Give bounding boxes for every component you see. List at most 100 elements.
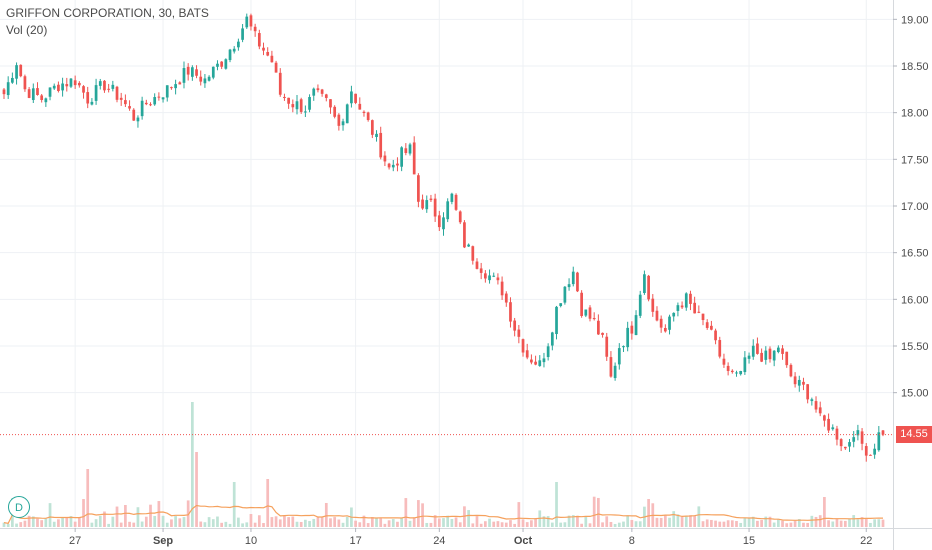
candle-body	[111, 84, 115, 89]
candle-body	[341, 121, 345, 126]
volume-bar	[588, 523, 592, 527]
candle-body	[496, 277, 500, 281]
volume-bar	[655, 517, 659, 527]
candle-body	[534, 361, 537, 365]
volume-indicator-label[interactable]: Vol (20)	[6, 23, 48, 37]
candle-body	[253, 26, 257, 32]
volume-bar	[421, 503, 424, 527]
price-axis-background	[893, 0, 932, 550]
volume-bar	[61, 517, 64, 527]
candle-body	[789, 364, 793, 377]
volume-bar	[103, 511, 106, 527]
volume-bar	[73, 521, 77, 527]
candle-body	[241, 28, 244, 40]
daily-badge-button[interactable]: D	[8, 496, 30, 518]
volume-bar	[40, 520, 44, 527]
candle-body	[668, 316, 671, 330]
volume-bar	[324, 502, 328, 527]
volume-bar	[186, 500, 190, 527]
volume-bar	[483, 521, 487, 527]
volume-bar	[747, 518, 751, 527]
candle-body	[806, 384, 810, 400]
candle-body	[848, 442, 851, 447]
volume-bar	[195, 452, 198, 527]
volume-bar	[77, 517, 81, 527]
candle-body	[299, 99, 303, 112]
candle-body	[220, 61, 224, 67]
candle-body	[517, 329, 521, 337]
volume-bar	[345, 516, 349, 527]
candle-body	[509, 302, 512, 322]
volume-bar	[730, 520, 734, 527]
candle-body	[232, 48, 236, 52]
volume-bar	[446, 515, 450, 527]
volume-bar	[140, 521, 144, 527]
volume-bar	[253, 522, 257, 527]
candle-body	[697, 311, 701, 313]
candle-body	[630, 325, 634, 334]
candle-body	[140, 100, 144, 117]
volume-bar	[785, 523, 789, 527]
volume-bar	[597, 497, 600, 527]
volume-bar	[312, 518, 316, 527]
candle-series	[2, 13, 885, 462]
candle-body	[287, 97, 290, 104]
candle-body	[90, 101, 94, 105]
volume-bar	[818, 515, 822, 527]
candle-body	[107, 88, 111, 90]
volume-bar	[756, 520, 759, 527]
candle-body	[57, 84, 60, 91]
volume-bar	[287, 517, 290, 527]
volume-bar	[107, 523, 111, 527]
price-tick-label: 15.00	[901, 388, 929, 400]
candle-body	[843, 446, 847, 449]
volume-bar	[182, 517, 186, 527]
candle-body	[605, 336, 609, 357]
volume-bar	[517, 502, 521, 527]
volume-bar	[362, 515, 366, 527]
volume-bar	[764, 516, 768, 527]
candle-body	[132, 109, 136, 121]
candle-body	[488, 275, 491, 281]
volume-bar	[433, 515, 437, 527]
volume-bar	[262, 523, 265, 527]
candle-body	[429, 198, 433, 201]
candle-body	[705, 322, 709, 328]
candle-body	[362, 111, 366, 114]
volume-bar	[634, 521, 638, 527]
candle-body	[73, 80, 77, 86]
candle-body	[412, 142, 416, 175]
volume-bar	[672, 511, 676, 527]
candle-body	[52, 85, 56, 89]
candle-body	[772, 350, 776, 361]
price-tick-label: 17.00	[901, 201, 929, 213]
volume-bar	[128, 521, 131, 527]
candle-body	[471, 246, 475, 261]
volume-bar	[136, 507, 140, 527]
candle-body	[563, 286, 567, 303]
candle-body	[597, 320, 600, 335]
candle-body	[458, 211, 462, 223]
candle-body	[86, 92, 90, 104]
symbol-title[interactable]: GRIFFON CORPORATION, 30, BATS	[6, 6, 209, 20]
candle-body	[31, 88, 35, 101]
volume-bar	[82, 499, 85, 527]
candle-body	[835, 428, 839, 440]
volume-bar	[768, 516, 772, 527]
volume-bar	[680, 516, 684, 527]
volume-bar	[144, 516, 148, 527]
candle-body	[278, 72, 282, 95]
volume-bar	[220, 522, 224, 527]
candle-body	[15, 65, 18, 79]
candle-body	[672, 312, 676, 317]
volume-bar	[429, 522, 433, 527]
volume-bar	[492, 521, 496, 527]
volume-bar	[638, 521, 642, 527]
candle-body	[295, 101, 299, 110]
volume-ma-polyline	[3, 504, 883, 524]
volume-bar	[802, 522, 805, 527]
candle-body	[82, 86, 85, 93]
volume-bar	[806, 522, 810, 527]
volume-bar	[739, 522, 743, 527]
